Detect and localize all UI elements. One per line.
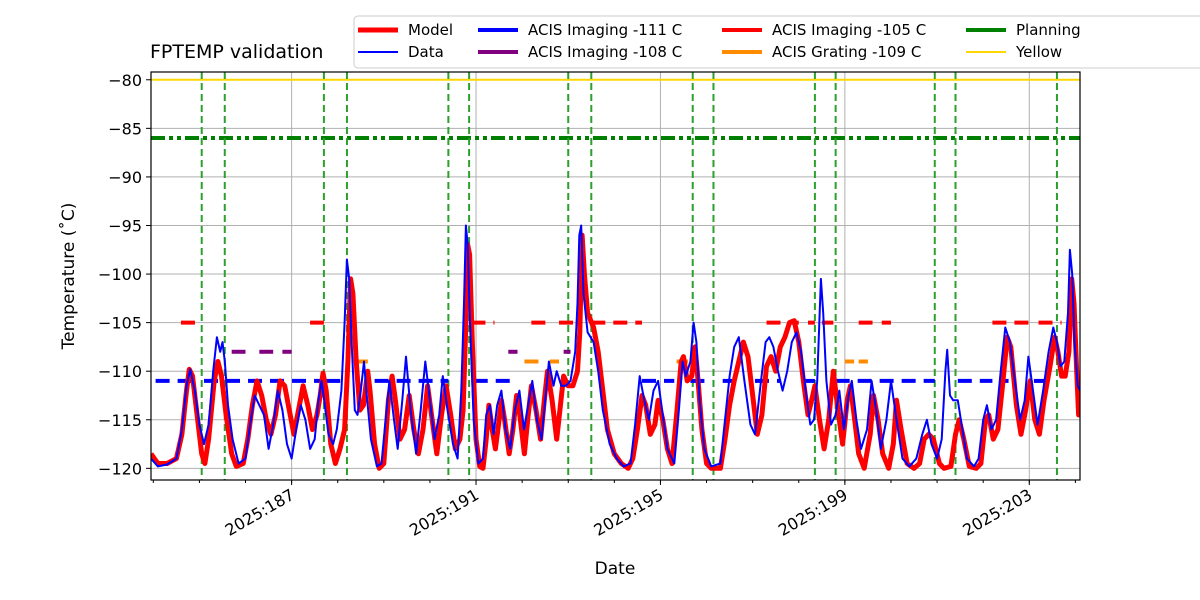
plot-area [151,72,1080,480]
y-tick-label: −105 [98,314,142,333]
legend-label: ACIS Imaging -111 C [528,21,682,39]
legend-label: Model [408,21,453,39]
legend: Model Data ACIS Imaging -111 C ACIS Imaging… [353,15,1200,69]
legend-label: ACIS Grating -109 C [772,43,921,61]
y-tick-label: −115 [98,411,142,430]
legend-label: ACIS Imaging -108 C [528,43,682,61]
y-tick-label: −100 [98,265,142,284]
legend-label: ACIS Imaging -105 C [772,21,926,39]
data-series-line [151,224,1080,468]
y-tick-label: −80 [108,71,142,90]
legend-label: Data [408,43,444,61]
legend-label: Planning [1016,21,1081,39]
axes-frame [150,71,1081,481]
y-tick-label: −90 [108,168,142,187]
x-axis-label: Date [595,559,636,579]
legend-label: Yellow [1015,43,1062,61]
chart-title: FPTEMP validation [150,41,323,63]
y-tick-label: −85 [108,119,142,138]
y-tick-label: −110 [98,362,142,381]
y-tick-label: −95 [108,216,142,235]
y-tick-label: −120 [98,459,142,478]
y-axis-label: Temperature (˚C) [58,203,79,351]
